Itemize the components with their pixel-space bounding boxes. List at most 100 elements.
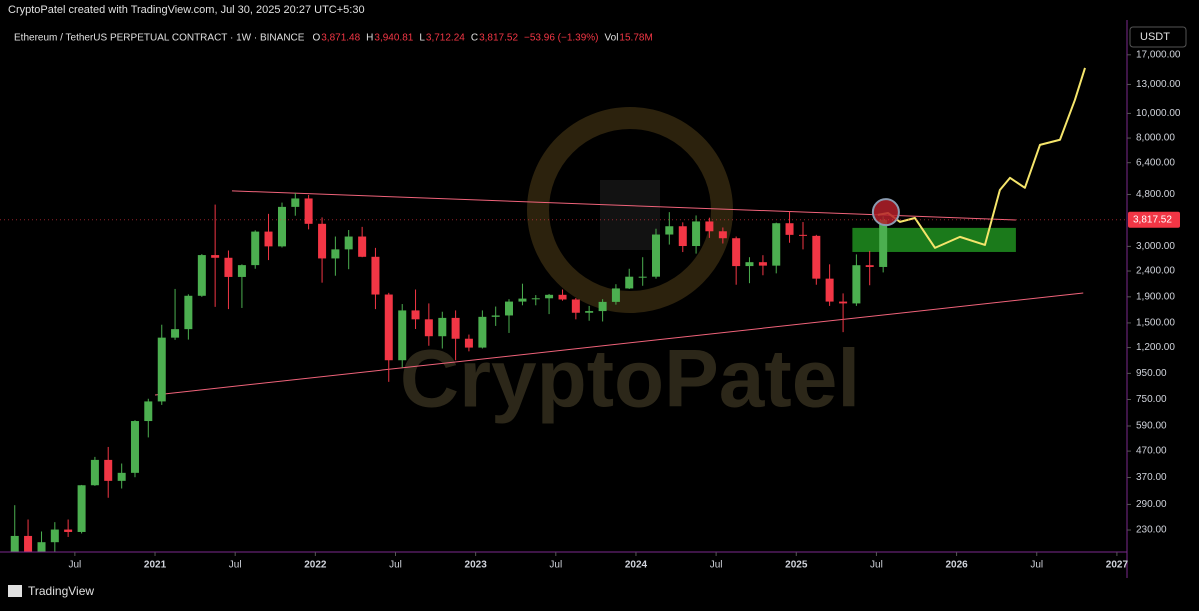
x-tick-label: Jul (389, 560, 402, 571)
candle-body (10, 535, 19, 552)
y-tick-label: 8,000.00 (1136, 133, 1175, 144)
x-tick-label: 2026 (945, 560, 968, 571)
candle-body (678, 226, 687, 247)
trendline (154, 292, 1084, 396)
candle-body (184, 295, 193, 330)
candle-body (277, 206, 286, 247)
x-tick-label: Jul (68, 560, 81, 571)
candle-body (785, 223, 794, 235)
candle-body (451, 317, 460, 339)
candle-body (504, 301, 513, 316)
candle-body (424, 319, 433, 337)
x-tick-label: 2025 (785, 560, 808, 571)
candle-body (692, 221, 701, 247)
footer-logo (8, 585, 22, 597)
y-tick-label: 13,000.00 (1136, 79, 1181, 90)
y-tick-label: 290.00 (1136, 499, 1167, 510)
candle-body (251, 231, 260, 266)
header-volume-label: Vol (605, 33, 619, 44)
y-tick-label: 17,000.00 (1136, 49, 1181, 60)
candle-body (852, 265, 861, 304)
candle-body (464, 338, 473, 348)
x-tick-label: Jul (870, 560, 883, 571)
header-close-label: C (471, 33, 478, 44)
last-price-tag (1128, 211, 1180, 228)
candle-body (104, 459, 113, 481)
candle-body (879, 219, 888, 267)
y-tick-label: 4,800.00 (1136, 189, 1175, 200)
header-low: 3,712.24 (426, 33, 465, 44)
candle-body (117, 472, 126, 481)
candle-body (291, 198, 300, 207)
candle-body (638, 276, 647, 278)
x-tick-label: 2023 (465, 560, 488, 571)
candle-body (585, 311, 594, 313)
plot-area (10, 67, 1086, 552)
candle-body (77, 485, 86, 532)
candle-body (705, 221, 714, 232)
symbol: Ethereum / TetherUS PERPETUAL CONTRACT ·… (14, 33, 305, 44)
y-tick-label: 370.00 (1136, 472, 1167, 483)
footer-brand: TradingView (28, 584, 94, 598)
candle-body (545, 294, 554, 299)
x-tick-label: 2022 (304, 560, 327, 571)
currency-button[interactable] (1129, 26, 1187, 48)
candle-body (438, 317, 447, 337)
header-high-label: H (366, 33, 373, 44)
x-tick-label: Jul (549, 560, 562, 571)
candle-body (625, 276, 634, 289)
candle-body (411, 310, 420, 320)
x-tick-label: 2024 (625, 560, 648, 571)
x-tick-label: 2021 (144, 560, 167, 571)
currency-label[interactable]: USDT (1140, 31, 1170, 43)
candle-body (358, 236, 367, 257)
candle-body (90, 459, 99, 486)
target-marker (871, 198, 900, 227)
header-volume: 15.78M (619, 33, 652, 44)
candle-body (384, 294, 393, 361)
candle-body (518, 298, 527, 302)
candle-body (130, 421, 139, 473)
x-tick-label: Jul (710, 560, 723, 571)
candle-body (772, 223, 781, 266)
candle-body (264, 231, 273, 247)
candle-body (839, 301, 848, 304)
candle-body (24, 535, 33, 552)
header-close: 3,817.52 (479, 33, 518, 44)
projection (877, 67, 1086, 249)
y-tick-label: 6,400.00 (1136, 157, 1175, 168)
candle-body (157, 337, 166, 402)
candle-body (64, 529, 73, 532)
candle-body (491, 315, 500, 317)
candle-body (531, 298, 540, 300)
candle-body (652, 234, 661, 277)
top-bar-text: CryptoPatel created with TradingView.com… (8, 4, 365, 16)
watermark: CryptoPatel (400, 334, 860, 425)
x-tick-label: Jul (1030, 560, 1043, 571)
candle-body (304, 198, 313, 224)
y-tick-label: 1,900.00 (1136, 291, 1175, 302)
candle-body (50, 529, 59, 543)
y-tick-label: 750.00 (1136, 394, 1167, 405)
candle-body (558, 294, 567, 300)
x-tick-label: Jul (229, 560, 242, 571)
candle-body (37, 542, 46, 552)
header-open: 3,871.48 (321, 33, 360, 44)
x-tick-label: 2027 (1106, 560, 1129, 571)
y-tick-label: 1,500.00 (1136, 318, 1175, 329)
candle-body (799, 234, 808, 236)
candle-body (665, 226, 674, 235)
candle-body (598, 301, 607, 312)
candle-body (144, 401, 153, 422)
candle-body (331, 249, 340, 259)
candle-body (371, 256, 380, 295)
y-tick-label: 470.00 (1136, 446, 1167, 457)
candle-body (318, 223, 327, 259)
header-high: 3,940.81 (374, 33, 413, 44)
watermark-logo (527, 107, 733, 313)
header-open-label: O (312, 33, 320, 44)
y-tick-label: 1,200.00 (1136, 342, 1175, 353)
candle-body (571, 299, 580, 313)
candle-body (344, 236, 353, 250)
